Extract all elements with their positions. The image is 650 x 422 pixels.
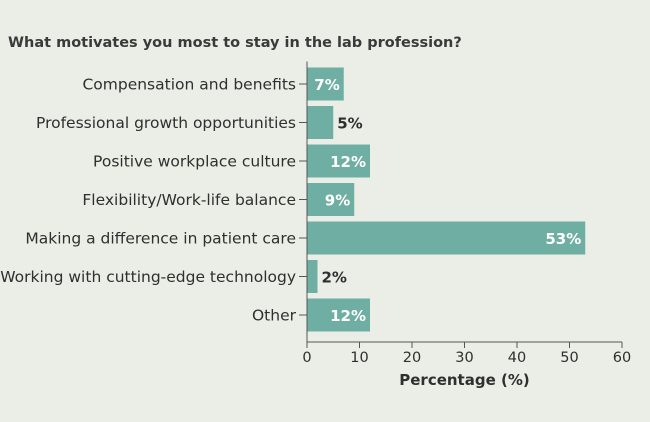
x-tick-label: 30 xyxy=(455,350,473,366)
labels-layer: Compensation and benefits 7% Professional … xyxy=(0,76,631,390)
x-tick-label: 10 xyxy=(350,350,368,366)
bar xyxy=(307,67,344,101)
bar xyxy=(307,298,370,332)
bar xyxy=(307,183,355,216)
data-label: 53% xyxy=(545,230,581,248)
category-label: Working with cutting-edge technology xyxy=(0,268,296,286)
category-label: Positive workplace culture xyxy=(93,153,296,171)
x-tick-label: 0 xyxy=(302,350,311,366)
x-tick-label: 20 xyxy=(403,350,421,366)
x-tick-label: 60 xyxy=(613,350,631,366)
category-label: Compensation and benefits xyxy=(82,76,296,94)
data-label: 2% xyxy=(322,269,347,287)
data-label: 7% xyxy=(314,76,339,94)
category-label: Professional growth opportunities xyxy=(36,114,296,132)
category-label: Making a difference in patient care xyxy=(25,230,296,248)
x-tick-label: 50 xyxy=(560,350,578,366)
chart-title: What motivates you most to stay in the l… xyxy=(8,35,462,51)
data-label: 5% xyxy=(337,115,362,133)
axes xyxy=(299,61,623,348)
data-label: 12% xyxy=(330,307,366,325)
x-axis-title: Percentage (%) xyxy=(399,371,529,389)
x-tick-label: 40 xyxy=(508,350,526,366)
category-label: Other xyxy=(252,307,297,325)
bars-layer xyxy=(307,67,586,332)
bar xyxy=(307,106,334,139)
category-label: Flexibility/Work-life balance xyxy=(82,191,296,209)
bar xyxy=(307,260,318,293)
bar xyxy=(307,221,586,255)
bar xyxy=(307,144,370,178)
data-label: 12% xyxy=(330,153,366,171)
data-label: 9% xyxy=(325,192,350,210)
